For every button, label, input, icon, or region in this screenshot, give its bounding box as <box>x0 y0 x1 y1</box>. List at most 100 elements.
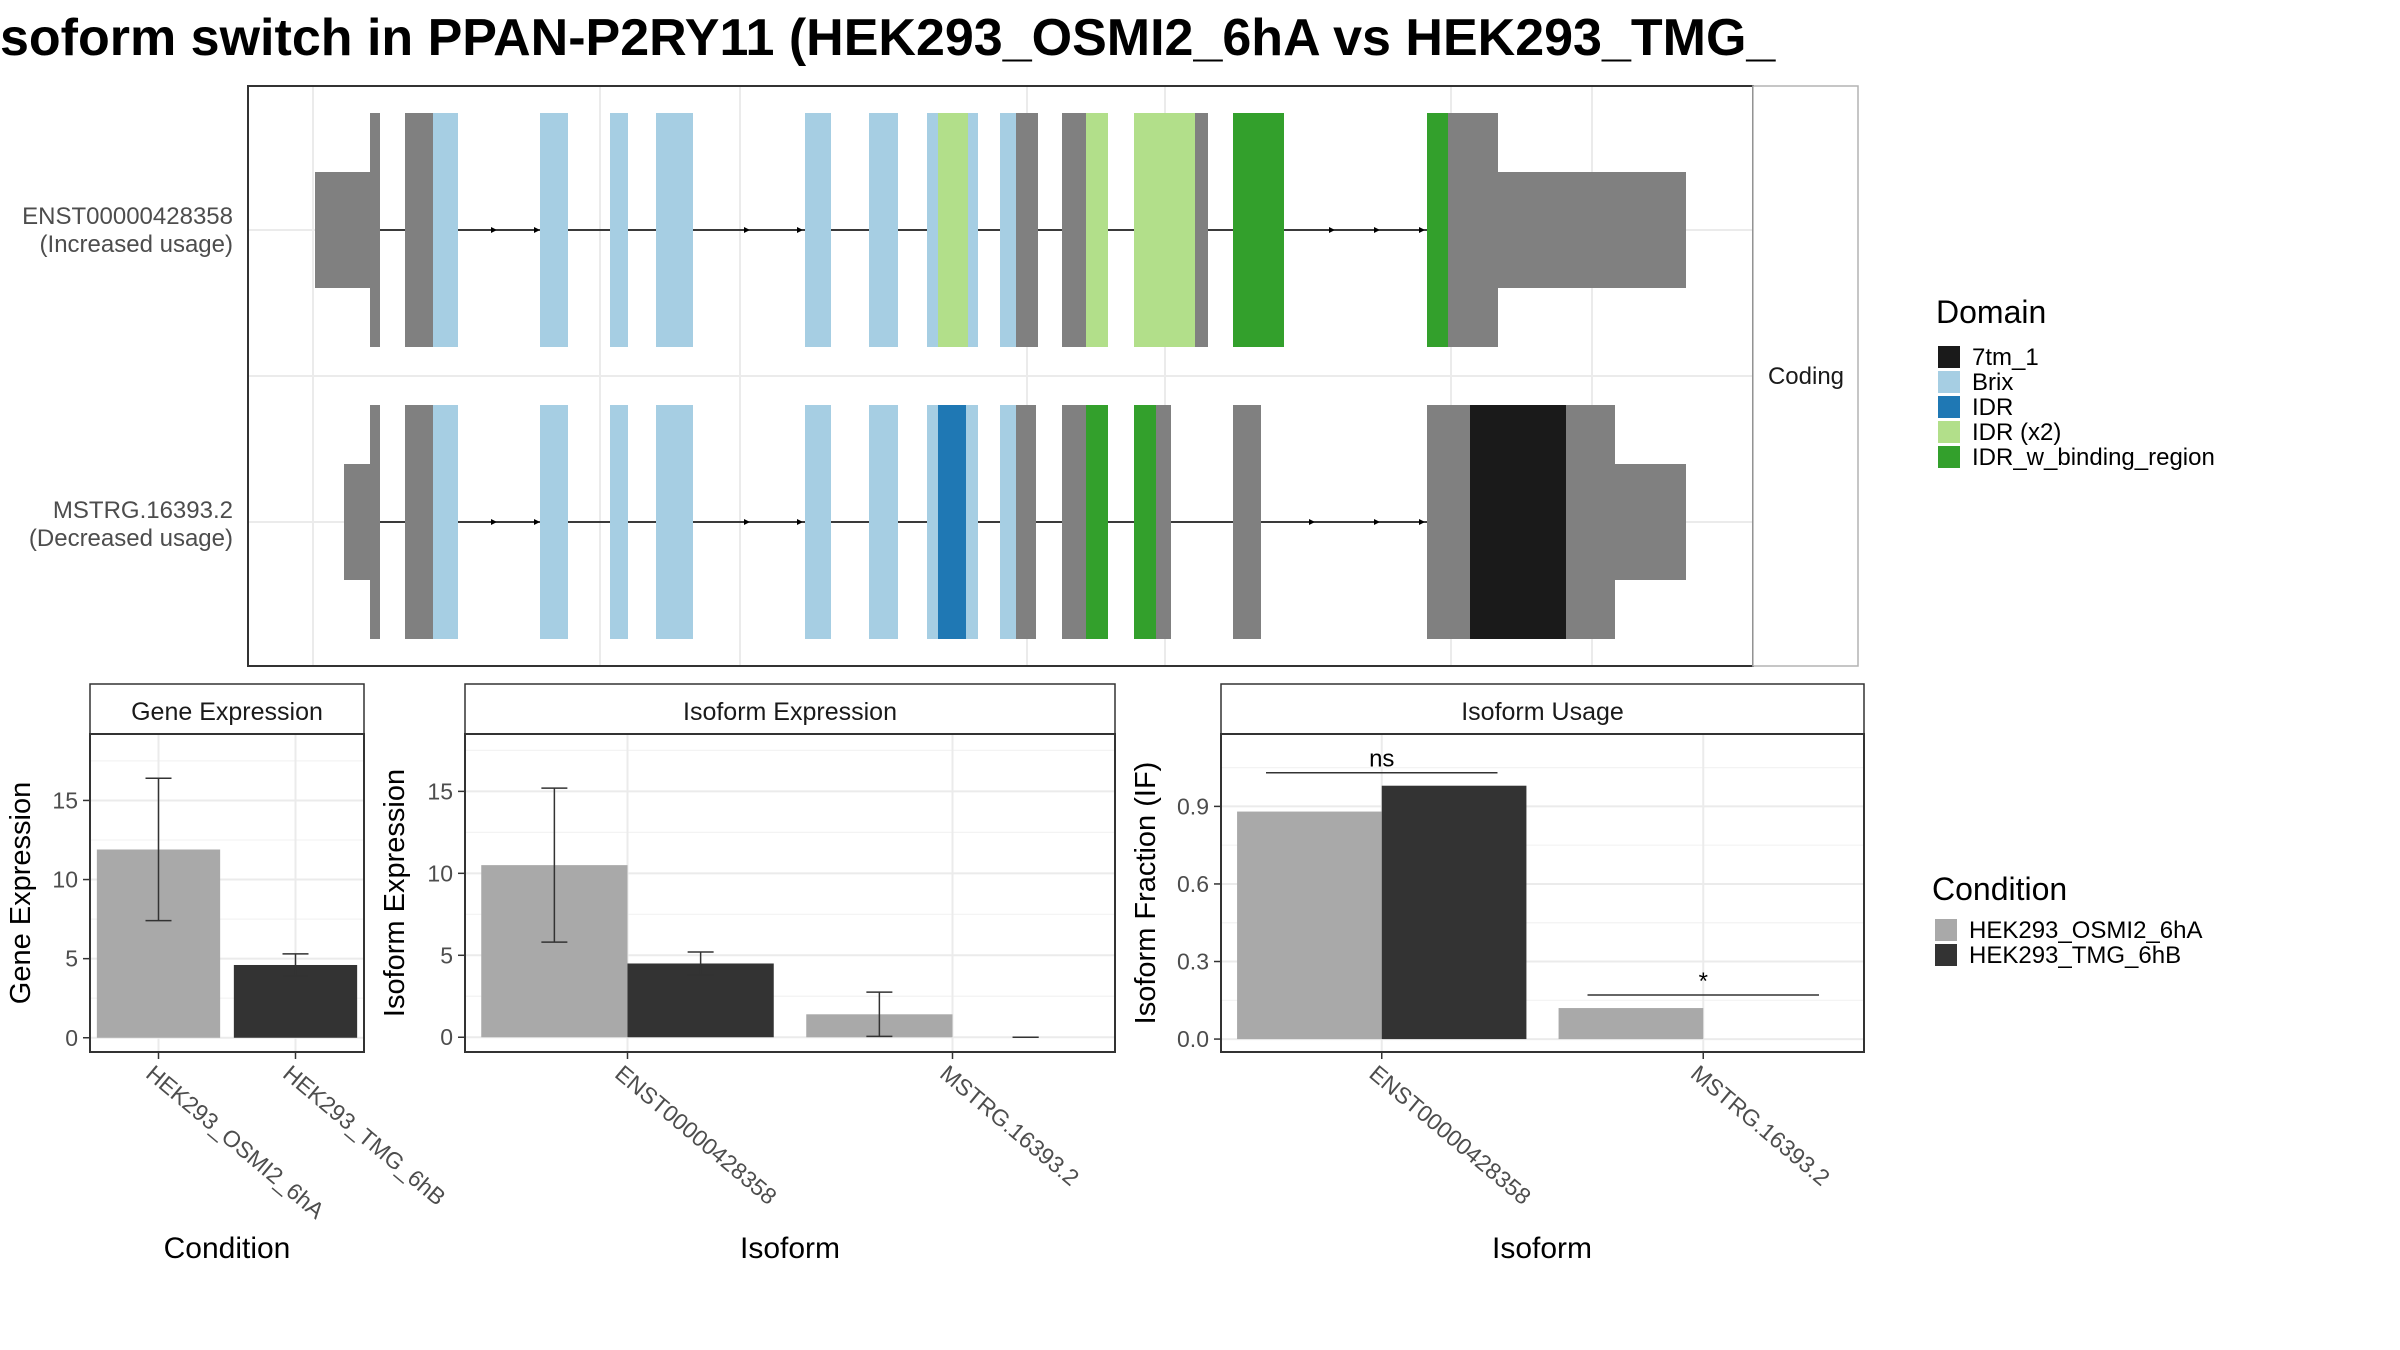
domain-segment <box>656 405 693 639</box>
transcript-row-1 <box>315 113 1686 347</box>
domain-segment <box>805 405 831 639</box>
intron-arrow <box>744 227 750 233</box>
panel-title: Gene Expression <box>131 698 323 726</box>
intron-arrow <box>1329 227 1335 233</box>
domain-segment <box>433 113 458 347</box>
domain-segment <box>610 113 628 347</box>
domain-segment <box>869 113 898 347</box>
domain-legend-label: IDR (x2) <box>1972 419 2061 446</box>
condition-legend-title: Condition <box>1932 871 2067 907</box>
y-axis-title: Isoform Fraction (IF) <box>1130 762 1162 1025</box>
condition-legend-label: HEK293_OSMI2_6hA <box>1969 917 2202 944</box>
y-tick-label: 0 <box>440 1024 453 1050</box>
intron-arrow <box>1419 519 1425 525</box>
intron-arrow <box>491 227 497 233</box>
x-axis-title: Condition <box>164 1232 291 1265</box>
x-tick-label: MSTRG.16393.2 <box>1686 1060 1835 1191</box>
y-tick-label: 5 <box>65 946 78 972</box>
exon-segment <box>1062 405 1086 639</box>
transcript-features <box>315 113 1686 639</box>
domain-segment <box>927 405 938 639</box>
condition-legend-label: HEK293_TMG_6hB <box>1969 942 2181 969</box>
domain-segment <box>1134 405 1156 639</box>
y-tick-label: 0.3 <box>1177 949 1209 975</box>
y-tick-label: 0.0 <box>1177 1026 1209 1052</box>
exon-segment <box>344 464 372 580</box>
intron-arrow <box>1374 227 1380 233</box>
exon-segment <box>1195 113 1208 347</box>
domain-segment <box>1134 113 1195 347</box>
y-tick-label: 10 <box>52 867 78 893</box>
domain-legend-label: 7tm_1 <box>1972 344 2039 371</box>
exon-segment <box>1156 405 1171 639</box>
exon-segment <box>1233 405 1261 639</box>
domain-segment <box>1086 113 1108 347</box>
domain-legend-label: IDR <box>1972 394 2013 421</box>
domain-segment <box>540 113 568 347</box>
domain-segment <box>966 405 978 639</box>
intron-arrow <box>797 227 803 233</box>
transcript-name-1: ENST00000428358 <box>22 203 233 230</box>
domain-segment <box>540 405 568 639</box>
intron-arrow <box>1374 519 1380 525</box>
bar <box>1237 811 1382 1040</box>
intron-arrow <box>1419 227 1425 233</box>
panel-strip <box>1220 683 1865 735</box>
domain-legend-label: IDR_w_binding_region <box>1972 444 2215 471</box>
exon-segment <box>1566 405 1615 639</box>
figure-title: soform switch in PPAN-P2RY11 (HEK293_OSM… <box>0 9 1776 67</box>
domain-segment <box>1000 405 1016 639</box>
domain-legend-title: Domain <box>1936 294 2046 330</box>
facet-strip <box>1752 85 1859 667</box>
exon-segment <box>370 113 380 347</box>
exon-segment <box>1615 464 1686 580</box>
condition-legend-swatch <box>1935 944 1957 966</box>
exon-segment <box>1498 172 1686 288</box>
domain-segment <box>656 113 693 347</box>
domain-segment <box>938 405 966 639</box>
x-axis-title: Isoform <box>740 1232 840 1265</box>
exon-segment <box>370 405 380 639</box>
domain-segment <box>968 113 978 347</box>
significance-label: ns <box>1369 746 1394 773</box>
panel-border <box>89 733 365 1053</box>
bar <box>233 964 358 1038</box>
domain-legend-swatch <box>1938 346 1960 368</box>
y-tick-label: 15 <box>52 787 78 813</box>
exon-segment <box>1062 113 1086 347</box>
y-axis-title: Gene Expression <box>5 782 37 1004</box>
bar <box>627 963 774 1038</box>
x-tick-label: ENST00000428358 <box>1365 1060 1537 1210</box>
exon-segment <box>405 405 435 639</box>
domain-legend-swatch <box>1938 421 1960 443</box>
x-tick-label: ENST00000428358 <box>610 1060 782 1210</box>
exon-segment <box>315 172 372 288</box>
intron-arrow <box>1309 519 1315 525</box>
facet-label: Coding <box>1768 363 1844 390</box>
y-tick-label: 0.6 <box>1177 871 1209 897</box>
domain-legend-swatch <box>1938 446 1960 468</box>
domain-segment <box>1086 405 1108 639</box>
domain-segment <box>1470 405 1566 639</box>
x-tick-label: MSTRG.16393.2 <box>935 1060 1084 1191</box>
panel-title: Isoform Expression <box>683 698 897 726</box>
domain-segment <box>805 113 831 347</box>
domain-segment <box>927 113 938 347</box>
domain-segment <box>1427 113 1448 347</box>
panel-title: Isoform Usage <box>1461 698 1624 726</box>
intron-arrow <box>491 519 497 525</box>
transcript-usage-2: (Decreased usage) <box>29 525 233 552</box>
panel-border <box>1220 733 1865 1053</box>
y-tick-label: 0 <box>65 1025 78 1051</box>
transcript-name-2: MSTRG.16393.2 <box>53 497 233 524</box>
bar <box>1381 785 1527 1040</box>
domain-segment <box>433 405 458 639</box>
exon-segment <box>1448 113 1498 347</box>
y-axis-title: Isoform Expression <box>379 769 411 1017</box>
condition-legend-swatch <box>1935 919 1957 941</box>
bar <box>1558 1008 1704 1040</box>
panel-strip <box>89 683 365 735</box>
domain-legend-label: Brix <box>1972 369 2013 396</box>
intron-arrow <box>797 519 803 525</box>
